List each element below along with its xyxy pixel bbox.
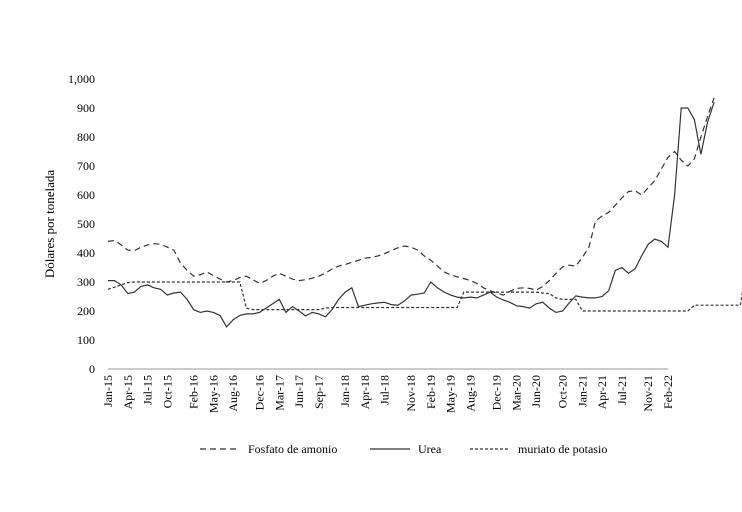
series-line-3 bbox=[107, 281, 742, 312]
series-lines bbox=[107, 97, 742, 328]
x-tick-label: Aug-16 bbox=[226, 375, 240, 412]
y-tick-label: 200 bbox=[77, 304, 95, 318]
x-tick-label: Sep-17 bbox=[312, 375, 326, 409]
x-tick-label: Oct-15 bbox=[160, 375, 174, 408]
y-axis-ticks: 0 100 200 300 400 500 600 700 800 900 1,000 bbox=[68, 72, 95, 376]
x-tick-label: Oct-20 bbox=[556, 375, 570, 408]
x-tick-label: May-19 bbox=[444, 375, 458, 413]
x-tick-label: Jul-21 bbox=[615, 375, 629, 405]
x-tick-label: Dec-19 bbox=[490, 375, 504, 410]
x-tick-label: Nov-18 bbox=[404, 375, 418, 412]
x-tick-label: Aug-19 bbox=[463, 375, 477, 412]
legend-label-1: Fosfato de amonio bbox=[248, 442, 337, 456]
y-tick-label: 700 bbox=[77, 159, 95, 173]
series-line-2 bbox=[108, 102, 715, 328]
x-tick-label: Jun-17 bbox=[292, 375, 306, 408]
legend-label-2: Urea bbox=[418, 442, 442, 456]
x-tick-label: Jan-21 bbox=[575, 375, 589, 407]
x-tick-label: Mar-17 bbox=[272, 375, 286, 411]
x-tick-label: Feb-16 bbox=[187, 375, 201, 409]
legend-label-3: muriato de potasio bbox=[518, 442, 607, 456]
x-axis-ticks: Jan-15 Apr-15 Jul-15 Oct-15 Feb-16 May-16 Aug-… bbox=[101, 375, 675, 413]
x-tick-label: Jan-15 bbox=[101, 375, 115, 407]
y-tick-label: 1,000 bbox=[68, 72, 95, 86]
x-tick-label: Mar-20 bbox=[510, 375, 524, 411]
y-tick-label: 800 bbox=[77, 130, 95, 144]
x-tick-label: Apr-21 bbox=[595, 375, 609, 409]
y-tick-label: 900 bbox=[77, 101, 95, 115]
x-tick-label: Jun-20 bbox=[529, 375, 543, 408]
x-tick-label: Apr-18 bbox=[358, 375, 372, 409]
x-tick-label: Jul-18 bbox=[378, 375, 392, 405]
x-tick-label: Jul-15 bbox=[141, 375, 155, 405]
x-tick-label: Feb-22 bbox=[661, 375, 675, 409]
y-tick-label: 0 bbox=[89, 362, 95, 376]
series-line-1 bbox=[107, 97, 715, 296]
x-tick-label: Jan-18 bbox=[338, 375, 352, 407]
x-tick-label: Dec-16 bbox=[253, 375, 267, 410]
y-tick-label: 500 bbox=[77, 217, 95, 231]
x-tick-label: Apr-15 bbox=[121, 375, 135, 409]
y-axis-label: Dólares por tonelada bbox=[42, 170, 57, 279]
y-tick-label: 100 bbox=[77, 333, 95, 347]
y-tick-label: 600 bbox=[77, 188, 95, 202]
y-tick-label: 400 bbox=[77, 246, 95, 260]
y-tick-label: 300 bbox=[77, 275, 95, 289]
x-tick-label: Feb-19 bbox=[424, 375, 438, 409]
x-tick-label: Nov-21 bbox=[641, 375, 655, 412]
x-tick-label: May-16 bbox=[206, 375, 220, 413]
legend: Fosfato de amonio Urea muriato de potasio bbox=[200, 442, 607, 456]
